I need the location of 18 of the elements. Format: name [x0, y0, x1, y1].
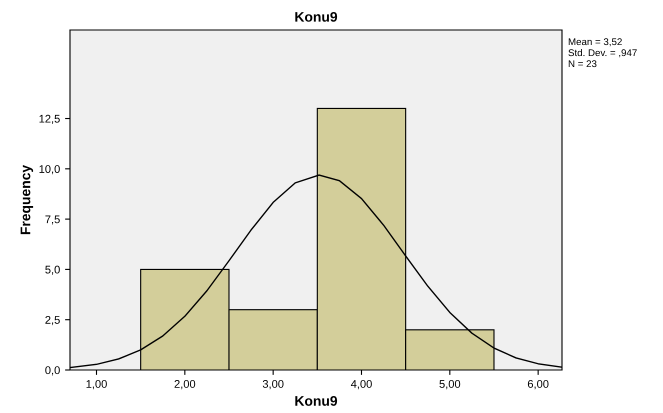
y-tick-label: 12,5 — [40, 114, 60, 124]
x-tick-label: 3,00 — [262, 380, 284, 390]
y-tick-label: 5,0 — [45, 266, 60, 275]
y-tick-label: 10,0 — [40, 165, 60, 174]
text: Mean = 3,52 — [568, 38, 622, 46]
x-tick-label: 2,00 — [174, 380, 196, 390]
x-tick-label: 4,00 — [350, 380, 372, 390]
y-tick-label: 7,5 — [45, 215, 60, 225]
text: Std. Dev. = ,947 — [568, 49, 637, 58]
x-tick-label: 1,00 — [86, 380, 107, 390]
chart-title: Konu9 — [295, 12, 338, 22]
y-tick-label: 0,0 — [45, 366, 60, 376]
y-tick-label: 2,5 — [45, 316, 60, 326]
text: N = 23 — [568, 60, 596, 68]
y-axis-title: Frequency — [20, 164, 34, 234]
x-axis-title: Konu9 — [295, 396, 338, 406]
x-tick-label: 5,00 — [439, 380, 460, 390]
x-tick-label: 6,00 — [528, 380, 549, 390]
